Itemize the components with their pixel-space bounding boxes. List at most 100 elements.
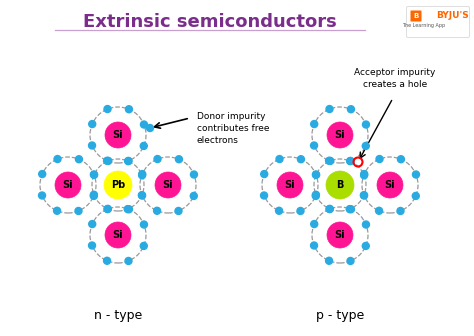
Text: B: B (413, 13, 419, 19)
Text: Si: Si (335, 130, 346, 140)
Circle shape (277, 172, 303, 198)
FancyBboxPatch shape (410, 10, 421, 22)
Circle shape (312, 193, 319, 200)
Circle shape (346, 206, 353, 213)
Circle shape (275, 207, 283, 214)
Circle shape (175, 156, 182, 163)
Circle shape (105, 157, 112, 164)
Circle shape (397, 207, 404, 214)
Circle shape (154, 156, 161, 163)
Circle shape (91, 171, 98, 178)
Circle shape (276, 156, 283, 163)
Circle shape (138, 172, 146, 179)
Circle shape (377, 172, 403, 198)
Circle shape (312, 191, 319, 198)
Circle shape (89, 142, 96, 149)
Circle shape (155, 172, 181, 198)
Circle shape (89, 242, 96, 249)
Circle shape (346, 158, 354, 165)
Circle shape (38, 192, 46, 199)
Circle shape (412, 193, 419, 200)
Circle shape (105, 222, 131, 248)
Circle shape (326, 257, 333, 264)
Circle shape (91, 191, 97, 198)
Text: B: B (337, 180, 344, 190)
Circle shape (191, 171, 198, 178)
Text: Si: Si (385, 180, 395, 190)
Text: Si: Si (113, 230, 123, 240)
Circle shape (105, 122, 131, 148)
Circle shape (311, 220, 318, 227)
Circle shape (310, 242, 318, 249)
Text: Si: Si (113, 130, 123, 140)
Circle shape (89, 121, 96, 128)
Circle shape (397, 156, 404, 163)
Circle shape (104, 171, 132, 199)
Circle shape (124, 206, 131, 213)
Circle shape (327, 222, 353, 248)
Text: n - type: n - type (94, 309, 142, 323)
Circle shape (190, 193, 197, 200)
Circle shape (139, 171, 146, 177)
Circle shape (327, 122, 353, 148)
Circle shape (297, 207, 304, 214)
Circle shape (310, 142, 318, 149)
Circle shape (375, 207, 383, 214)
Circle shape (55, 172, 81, 198)
Circle shape (361, 192, 367, 199)
Circle shape (261, 171, 268, 177)
Text: Si: Si (285, 180, 295, 190)
Circle shape (361, 172, 368, 179)
Circle shape (140, 121, 147, 128)
Circle shape (154, 207, 161, 214)
Circle shape (361, 171, 368, 177)
Text: p - type: p - type (316, 309, 364, 323)
Circle shape (75, 207, 82, 214)
Circle shape (126, 206, 132, 213)
Circle shape (312, 171, 319, 178)
Circle shape (91, 171, 98, 178)
Circle shape (347, 106, 355, 113)
Circle shape (326, 206, 333, 213)
Circle shape (140, 243, 147, 249)
Circle shape (326, 106, 333, 113)
Text: Acceptor impurity
creates a hole: Acceptor impurity creates a hole (354, 68, 436, 89)
Text: Si: Si (163, 180, 173, 190)
Text: Extrinsic semiconductors: Extrinsic semiconductors (83, 13, 337, 31)
Circle shape (347, 158, 354, 164)
Circle shape (362, 243, 369, 249)
Circle shape (261, 192, 267, 199)
Circle shape (103, 157, 110, 164)
Circle shape (125, 158, 132, 164)
Circle shape (347, 206, 355, 213)
Circle shape (412, 171, 419, 178)
Circle shape (376, 156, 383, 163)
Text: The Learning App: The Learning App (402, 24, 446, 29)
Circle shape (39, 171, 46, 177)
Circle shape (89, 220, 96, 227)
Circle shape (138, 192, 146, 199)
Circle shape (363, 121, 369, 128)
Circle shape (126, 106, 132, 113)
Circle shape (362, 142, 369, 150)
Circle shape (327, 157, 334, 164)
Circle shape (298, 156, 304, 163)
Circle shape (360, 192, 367, 199)
Circle shape (140, 221, 147, 228)
Circle shape (140, 142, 147, 150)
Circle shape (125, 158, 132, 165)
Circle shape (363, 221, 369, 228)
Circle shape (75, 156, 82, 163)
Circle shape (90, 193, 97, 200)
Circle shape (54, 207, 61, 214)
Circle shape (146, 125, 154, 131)
Circle shape (326, 157, 333, 164)
Circle shape (54, 156, 61, 163)
Circle shape (175, 207, 182, 214)
Circle shape (104, 205, 111, 212)
Text: Si: Si (63, 180, 73, 190)
Text: Si: Si (335, 230, 346, 240)
Text: Pb: Pb (111, 180, 125, 190)
Circle shape (347, 257, 354, 264)
Text: Donor impurity
contributes free
electrons: Donor impurity contributes free electron… (197, 112, 270, 144)
